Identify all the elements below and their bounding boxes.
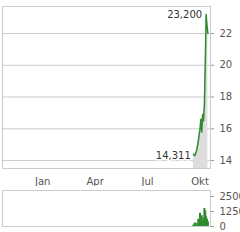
- svg-text:Apr: Apr: [86, 176, 104, 186]
- svg-text:Okt: Okt: [191, 176, 209, 186]
- svg-text:22: 22: [220, 28, 233, 39]
- svg-text:0: 0: [220, 221, 226, 232]
- svg-text:14: 14: [220, 155, 233, 166]
- svg-text:20: 20: [220, 59, 233, 70]
- svg-text:2500: 2500: [220, 191, 240, 202]
- svg-text:18: 18: [220, 91, 233, 102]
- svg-text:Jan: Jan: [34, 176, 50, 186]
- svg-text:16: 16: [220, 123, 233, 134]
- svg-text:Jul: Jul: [141, 176, 154, 186]
- svg-text:14,311: 14,311: [156, 150, 191, 161]
- svg-text:23,200: 23,200: [167, 9, 202, 20]
- svg-text:1250: 1250: [220, 206, 240, 217]
